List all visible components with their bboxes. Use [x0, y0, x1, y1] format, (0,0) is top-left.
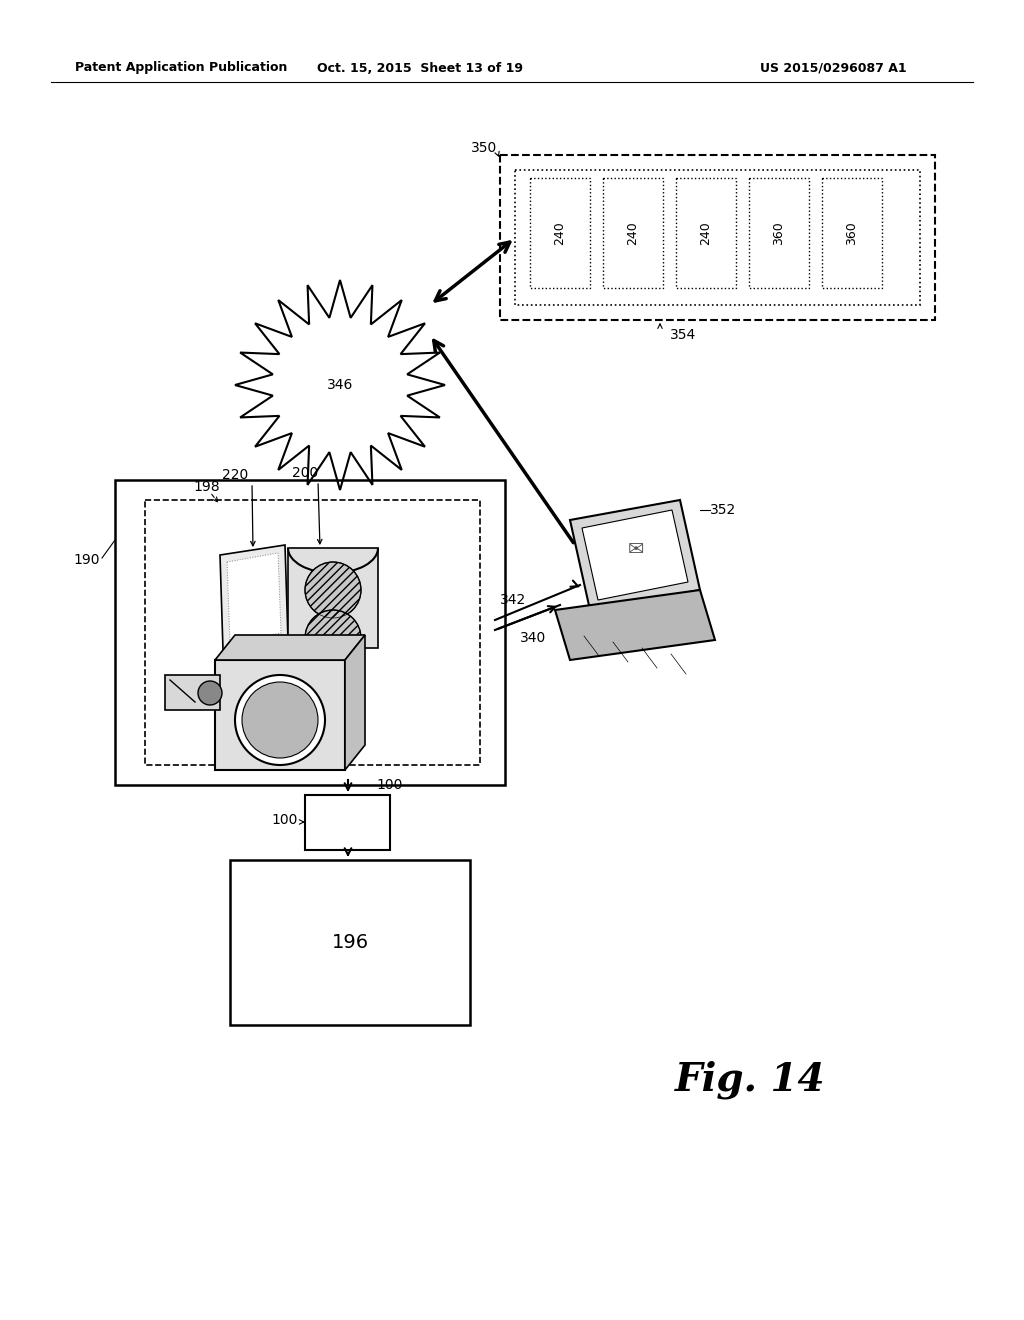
Text: 340: 340 [520, 631, 546, 645]
Polygon shape [215, 635, 365, 660]
Polygon shape [227, 553, 281, 642]
Bar [115, 480, 505, 785]
Bar [145, 500, 480, 766]
Bar [305, 795, 390, 850]
Bar [822, 178, 882, 288]
Circle shape [198, 681, 222, 705]
Circle shape [242, 682, 318, 758]
Text: 350: 350 [471, 141, 497, 154]
Text: 342: 342 [500, 593, 526, 607]
Bar [500, 154, 935, 319]
Text: Patent Application Publication: Patent Application Publication [75, 62, 288, 74]
Text: 346: 346 [327, 378, 353, 392]
Text: 240: 240 [627, 222, 640, 246]
Polygon shape [582, 510, 688, 601]
Text: 240: 240 [699, 222, 713, 246]
Bar [603, 178, 663, 288]
Text: 220: 220 [222, 469, 248, 482]
Text: 240: 240 [554, 222, 566, 246]
Text: 100: 100 [271, 813, 298, 828]
Bar [515, 170, 920, 305]
Text: US 2015/0296087 A1: US 2015/0296087 A1 [760, 62, 906, 74]
Text: ✉: ✉ [628, 540, 644, 560]
Circle shape [305, 562, 361, 618]
Bar [165, 675, 220, 710]
Polygon shape [234, 280, 445, 490]
Bar [230, 861, 470, 1026]
Text: 360: 360 [846, 222, 858, 246]
Bar [676, 178, 736, 288]
Circle shape [305, 610, 361, 667]
Text: Fig. 14: Fig. 14 [675, 1061, 825, 1100]
Polygon shape [555, 590, 715, 660]
Bar [288, 548, 378, 648]
Polygon shape [220, 545, 288, 649]
Text: 352: 352 [710, 503, 736, 517]
Text: 190: 190 [74, 553, 100, 568]
Text: 360: 360 [772, 222, 785, 246]
Text: 100: 100 [377, 777, 403, 792]
Text: 200: 200 [292, 466, 318, 480]
Text: 198: 198 [193, 480, 219, 494]
Text: 196: 196 [332, 933, 369, 953]
Bar [215, 660, 345, 770]
Text: Oct. 15, 2015  Sheet 13 of 19: Oct. 15, 2015 Sheet 13 of 19 [317, 62, 523, 74]
Polygon shape [345, 635, 365, 770]
Polygon shape [570, 500, 700, 610]
Bar [530, 178, 590, 288]
Bar [749, 178, 809, 288]
Text: 354: 354 [670, 327, 696, 342]
Circle shape [234, 675, 325, 766]
